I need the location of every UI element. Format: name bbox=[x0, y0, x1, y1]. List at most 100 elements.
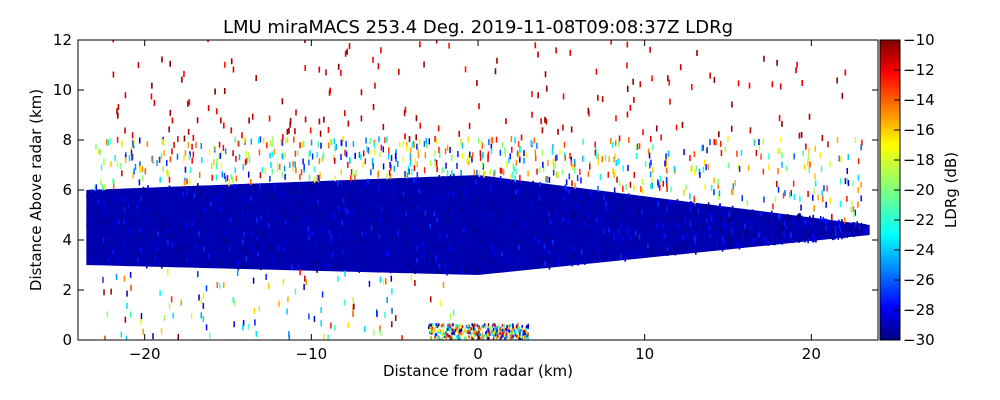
cloud-texture-pixel bbox=[546, 254, 549, 260]
sparse-echo-pixel bbox=[774, 196, 777, 203]
colorbar-tick-label: −10 bbox=[903, 31, 935, 49]
cloud-texture-pixel bbox=[246, 199, 248, 205]
cloud-texture-pixel bbox=[159, 225, 162, 231]
cloud-texture-pixel bbox=[661, 233, 664, 239]
sparse-echo-pixel bbox=[746, 200, 748, 207]
cloud-texture-pixel bbox=[363, 237, 366, 243]
sparse-echo-pixel bbox=[395, 149, 397, 156]
cloud-texture-pixel bbox=[353, 199, 355, 205]
cloud-texture-pixel bbox=[689, 221, 692, 227]
ground-clutter-pixel bbox=[525, 328, 527, 332]
sparse-echo-pixel bbox=[727, 136, 729, 143]
ground-clutter-pixel bbox=[448, 334, 450, 338]
cloud-texture-pixel bbox=[130, 232, 133, 238]
sparse-echo-pixel bbox=[583, 156, 585, 163]
cloud-texture-pixel bbox=[762, 220, 764, 226]
low-echo-pixel bbox=[304, 275, 306, 282]
ground-clutter-pixel bbox=[496, 329, 498, 333]
cloud-texture-pixel bbox=[317, 260, 319, 266]
cloud-texture-pixel bbox=[449, 174, 452, 180]
sparse-echo-pixel bbox=[737, 163, 739, 170]
sparse-echo-pixel bbox=[515, 159, 518, 166]
sparse-echo-pixel bbox=[103, 158, 105, 165]
ground-clutter-pixel bbox=[496, 327, 499, 331]
cloud-texture-pixel bbox=[122, 204, 125, 210]
sparse-echo-pixel bbox=[293, 136, 295, 143]
sparse-echo-pixel bbox=[189, 167, 192, 174]
sparse-echo-pixel bbox=[261, 167, 263, 174]
sparse-echo-pixel bbox=[793, 153, 795, 160]
cloud-texture-pixel bbox=[86, 222, 89, 228]
upper-echo-pixel bbox=[618, 135, 621, 142]
sparse-echo-pixel bbox=[667, 150, 670, 157]
cloud-texture-pixel bbox=[491, 203, 493, 209]
cloud-texture-pixel bbox=[228, 246, 231, 252]
ground-clutter-pixel bbox=[439, 331, 442, 335]
cloud-texture-pixel bbox=[684, 234, 687, 240]
sparse-echo-pixel bbox=[435, 159, 438, 166]
sparse-echo-pixel bbox=[738, 165, 741, 172]
cloud-texture-pixel bbox=[445, 261, 447, 267]
sparse-echo-pixel bbox=[250, 138, 253, 145]
sparse-echo-pixel bbox=[279, 163, 281, 170]
sparse-echo-pixel bbox=[512, 163, 515, 170]
cloud-texture-pixel bbox=[397, 178, 400, 184]
sparse-echo-pixel bbox=[299, 173, 301, 180]
sparse-echo-pixel bbox=[358, 151, 361, 158]
sparse-echo-pixel bbox=[235, 155, 237, 162]
upper-echo-pixel bbox=[601, 96, 604, 103]
sparse-echo-pixel bbox=[665, 176, 668, 183]
sparse-echo-pixel bbox=[333, 138, 336, 145]
cloud-texture-pixel bbox=[413, 178, 415, 184]
sparse-echo-pixel bbox=[636, 143, 639, 150]
ground-clutter-pixel bbox=[476, 332, 479, 336]
sparse-echo-pixel bbox=[514, 175, 516, 182]
cloud-texture-pixel bbox=[461, 267, 464, 273]
cloud-texture-pixel bbox=[602, 222, 604, 228]
sparse-echo-pixel bbox=[530, 139, 532, 146]
cloud-texture-pixel bbox=[392, 192, 394, 198]
cloud-texture-pixel bbox=[693, 208, 696, 214]
sparse-echo-pixel bbox=[294, 150, 297, 157]
cloud-texture-pixel bbox=[343, 252, 346, 258]
sparse-echo-pixel bbox=[114, 155, 116, 162]
sparse-echo-pixel bbox=[144, 168, 147, 175]
cloud-texture-pixel bbox=[446, 270, 448, 276]
cloud-texture-pixel bbox=[317, 241, 319, 247]
ground-clutter-pixel bbox=[501, 328, 504, 332]
ground-clutter-pixel bbox=[459, 324, 461, 328]
sparse-echo-pixel bbox=[805, 143, 807, 150]
sparse-echo-pixel bbox=[850, 206, 852, 213]
ground-clutter-pixel bbox=[480, 332, 482, 336]
sparse-echo-pixel bbox=[131, 154, 133, 161]
cloud-texture-pixel bbox=[545, 219, 548, 225]
low-echo-pixel bbox=[268, 283, 270, 290]
cloud-texture-pixel bbox=[534, 235, 537, 241]
sparse-echo-pixel bbox=[552, 169, 555, 176]
sparse-echo-pixel bbox=[319, 172, 321, 179]
ground-clutter-pixel bbox=[446, 327, 448, 331]
cloud-texture-pixel bbox=[707, 202, 710, 208]
sparse-echo-pixel bbox=[732, 183, 735, 190]
cloud-texture-pixel bbox=[433, 211, 436, 217]
cloud-texture-pixel bbox=[273, 185, 276, 191]
sparse-echo-pixel bbox=[308, 159, 310, 166]
low-echo-pixel bbox=[330, 322, 332, 329]
upper-echo-pixel bbox=[232, 66, 235, 73]
ground-clutter-pixel bbox=[468, 324, 471, 328]
cloud-texture-pixel bbox=[342, 198, 345, 204]
sparse-echo-pixel bbox=[510, 173, 512, 180]
sparse-echo-pixel bbox=[151, 155, 154, 162]
upper-echo-pixel bbox=[343, 110, 346, 117]
sparse-echo-pixel bbox=[269, 140, 272, 147]
sparse-echo-pixel bbox=[790, 190, 793, 197]
sparse-echo-pixel bbox=[416, 172, 419, 179]
sparse-echo-pixel bbox=[511, 146, 513, 153]
sparse-echo-pixel bbox=[416, 143, 418, 150]
cloud-texture-pixel bbox=[853, 232, 855, 238]
cloud-texture-pixel bbox=[825, 218, 828, 224]
sparse-echo-pixel bbox=[556, 154, 558, 161]
sparse-echo-pixel bbox=[658, 180, 661, 187]
cloud-texture-pixel bbox=[267, 194, 269, 200]
cloud-texture-pixel bbox=[585, 191, 587, 197]
